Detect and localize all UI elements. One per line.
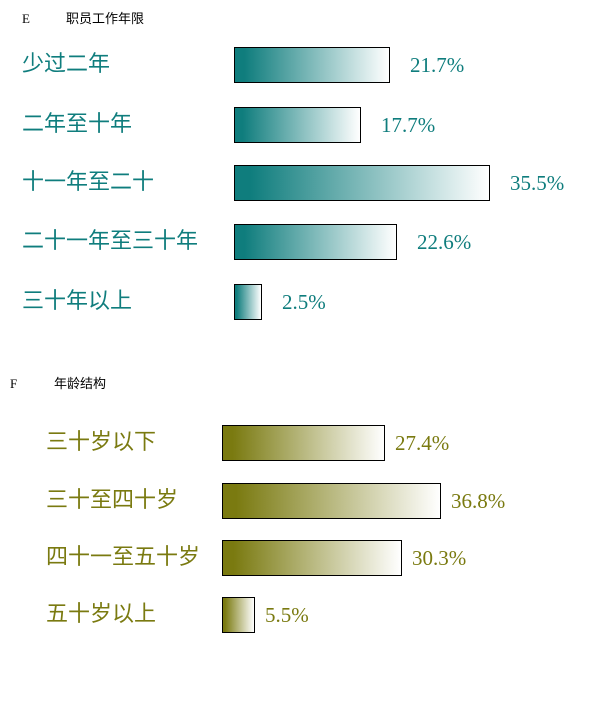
bar xyxy=(234,107,361,143)
section-heading-e: E 职员工作年限 xyxy=(22,8,144,27)
category-label: 二十一年至三十年 xyxy=(22,229,199,254)
category-label: 四十一至五十岁 xyxy=(46,545,201,570)
section-letter: E xyxy=(22,11,30,26)
bar-row: 十一年至二十 35.5% xyxy=(0,165,606,201)
value-label: 22.6% xyxy=(417,230,472,254)
bar xyxy=(222,425,385,461)
value-label: 5.5% xyxy=(265,603,309,627)
value-label: 27.4% xyxy=(395,431,450,455)
value-label: 36.8% xyxy=(451,489,506,513)
value-label: 35.5% xyxy=(510,171,565,195)
value-label: 2.5% xyxy=(282,290,326,314)
value-label: 30.3% xyxy=(412,546,467,570)
bar-row: 三十岁以下 27.4% xyxy=(0,425,606,461)
bar xyxy=(234,224,397,260)
bar xyxy=(234,165,490,201)
bar xyxy=(222,540,402,576)
bar xyxy=(234,284,262,320)
bar xyxy=(234,47,390,83)
category-label: 二年至十年 xyxy=(22,112,133,137)
bar-row: 少过二年 21.7% xyxy=(0,47,606,83)
bar-row: 三十年以上 2.5% xyxy=(0,284,606,320)
bar-row: 五十岁以上 5.5% xyxy=(0,597,606,633)
bar-row: 二十一年至三十年 22.6% xyxy=(0,224,606,260)
section-title: 年龄结构 xyxy=(54,377,107,392)
value-label: 17.7% xyxy=(381,113,436,137)
category-label: 三十岁以下 xyxy=(46,430,157,455)
category-label: 十一年至二十 xyxy=(22,170,155,195)
bar xyxy=(222,483,441,519)
bar-row: 三十至四十岁 36.8% xyxy=(0,483,606,519)
bar-row: 二年至十年 17.7% xyxy=(0,107,606,143)
value-label: 21.7% xyxy=(410,53,465,77)
section-letter: F xyxy=(10,376,18,391)
category-label: 三十至四十岁 xyxy=(46,488,179,513)
bar xyxy=(222,597,255,633)
section-heading-f: F 年龄结构 xyxy=(10,373,106,392)
bar-row: 四十一至五十岁 30.3% xyxy=(0,540,606,576)
section-title: 职员工作年限 xyxy=(66,12,145,27)
category-label: 五十岁以上 xyxy=(46,602,157,627)
category-label: 少过二年 xyxy=(22,52,111,77)
category-label: 三十年以上 xyxy=(22,289,133,314)
